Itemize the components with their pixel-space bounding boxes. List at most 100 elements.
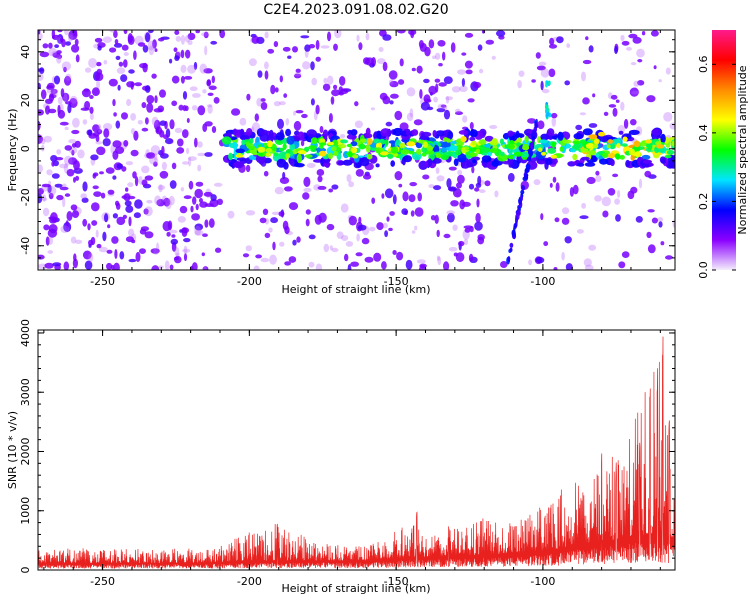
spectrogram-cell — [47, 228, 58, 238]
spectrogram-cell — [128, 69, 135, 74]
spectrogram-cell — [171, 234, 176, 238]
spectrogram-cell — [190, 205, 194, 213]
spectrogram-cell — [92, 124, 100, 133]
spectrogram-cell — [41, 183, 51, 188]
spectrogram-cell — [548, 80, 551, 86]
spectrogram-cell — [100, 192, 106, 199]
spectrogram-cell — [618, 130, 624, 135]
spectrogram-cell — [248, 138, 254, 144]
spectrogram-cell — [248, 58, 257, 67]
spectrogram-cell — [621, 251, 630, 258]
spectrogram-cell — [162, 195, 167, 203]
spectrogram-cell — [166, 231, 171, 237]
spectrogram-cell — [484, 180, 491, 187]
spectrogram-cell — [168, 195, 175, 206]
spectrogram-cell — [282, 46, 291, 52]
spectrogram-cell — [157, 185, 166, 190]
spectrogram-cell — [52, 34, 60, 41]
spectrogram-cell — [640, 140, 647, 147]
spectrogram-cell — [380, 128, 391, 137]
spectrogram-cell — [430, 215, 436, 221]
spectrogram-cell — [48, 108, 57, 114]
spectrogram-cell — [188, 156, 192, 167]
spectrogram-cell — [150, 248, 160, 254]
spectrogram-cell — [133, 212, 141, 219]
spectrogram-cell — [184, 35, 191, 43]
spectrogram-cell — [103, 123, 113, 131]
spectrogram-cell — [295, 110, 304, 114]
spectrogram-cell — [629, 87, 639, 97]
spectrogram-cell — [75, 175, 80, 181]
spectrogram-cell — [655, 141, 662, 146]
spectrogram-cell — [416, 259, 426, 264]
spectrogram-cell — [251, 35, 260, 44]
spectrogram-cell — [88, 58, 98, 68]
spectrogram-y-ticks: -40 -20 0 20 40 — [19, 39, 675, 271]
spectrogram-cell — [515, 130, 520, 139]
spectrogram-cell — [328, 152, 333, 160]
spectrogram-cell — [66, 211, 73, 221]
spectrogram-cell — [528, 154, 532, 160]
spectrogram-cell — [123, 52, 129, 56]
spectrogram-cell — [423, 78, 430, 84]
spectrogram-cell — [50, 212, 58, 223]
spectrogram-cell — [322, 83, 331, 92]
spectrogram-cell — [336, 231, 344, 239]
spectrogram-cell — [48, 42, 53, 49]
spectrogram-cell — [473, 81, 482, 89]
spectrogram-cell — [304, 154, 313, 158]
colorbar-ticks: 0.0 0.2 0.4 0.6 — [697, 56, 736, 279]
spectrogram-cell — [120, 74, 128, 82]
spectrogram-cell — [47, 82, 55, 90]
spectrogram-cell — [415, 142, 423, 149]
spectrogram-cell — [355, 252, 363, 257]
spectrogram-cell — [259, 133, 270, 142]
spectrogram-cell — [363, 173, 372, 180]
spectrogram-cell — [294, 73, 302, 79]
spectrogram-cell — [192, 196, 197, 205]
spectrogram-cell — [133, 50, 137, 60]
spectrogram-cell — [389, 79, 394, 85]
spectrogram-cell — [595, 170, 600, 176]
spectrogram-cell — [513, 151, 523, 157]
spectrogram-cell — [461, 201, 471, 207]
spectrogram-cell — [219, 30, 226, 39]
spectrogram-cell — [455, 108, 461, 114]
spectrogram-cell — [586, 176, 596, 185]
spectrogram-cell — [667, 150, 675, 155]
spectrogram-cell — [264, 70, 269, 80]
spectrogram-cell — [211, 126, 217, 133]
spectrogram-cell — [210, 194, 217, 202]
spectrogram-cell — [300, 140, 305, 147]
y-tick-label: 20 — [19, 93, 32, 107]
spectrogram-cell — [310, 61, 315, 71]
spectrogram-cell — [354, 120, 363, 129]
spectrogram-cell — [665, 67, 671, 75]
spectrogram-cell — [269, 254, 277, 265]
spectrogram-cell — [518, 70, 525, 77]
spectrogram-cell — [541, 152, 546, 156]
spectrogram-cell — [103, 128, 110, 138]
spectrogram-cell — [575, 124, 583, 131]
spectrogram-cell — [443, 76, 453, 84]
spectrogram-cell — [432, 130, 437, 138]
spectrogram-cell — [96, 79, 101, 90]
spectrogram-cell — [295, 68, 301, 74]
spectrogram-cell — [595, 174, 602, 183]
spectrogram-cell — [317, 175, 323, 183]
spectrogram-cell — [647, 244, 656, 254]
spectrogram-cell — [582, 97, 590, 105]
spectrogram-cell — [664, 154, 672, 159]
spectrogram-cell — [443, 109, 451, 120]
spectrogram-cell — [569, 187, 575, 197]
spectrogram-cell — [249, 149, 254, 153]
spectrogram-cell — [308, 261, 315, 268]
spectrogram-cell — [436, 108, 446, 113]
spectrogram-cell — [461, 147, 466, 154]
spectrogram-cell — [402, 191, 409, 202]
spectrogram-cell — [38, 120, 41, 131]
spectrogram-cell — [471, 140, 477, 146]
spectrogram-cell — [263, 170, 269, 177]
spectrogram-cell — [543, 241, 549, 247]
